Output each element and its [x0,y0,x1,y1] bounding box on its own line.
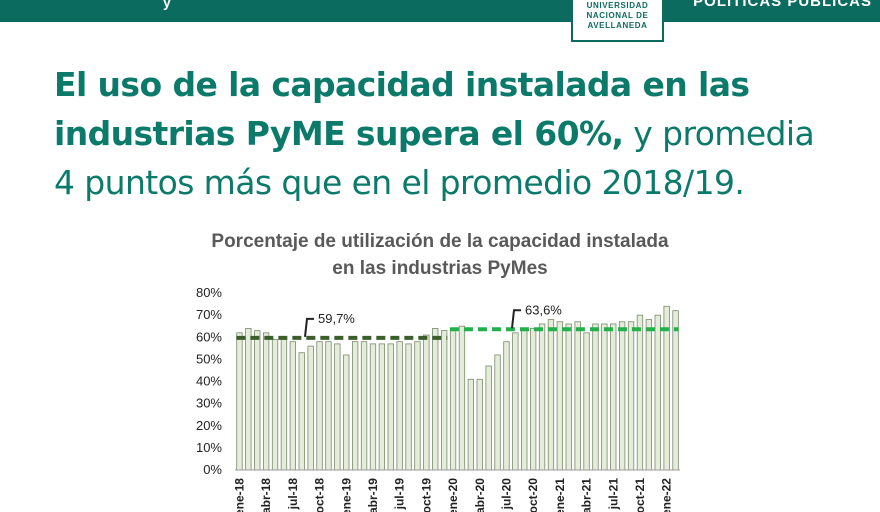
average-label-connector [304,317,314,338]
bar [360,341,368,471]
bar [298,352,305,471]
bar [414,341,421,471]
x-tick-label: oct-20 [526,478,540,512]
bar [601,323,608,471]
bar [396,341,403,471]
y-tick-label: 40% [196,374,222,389]
bar [432,328,439,471]
bar [476,378,483,471]
bar [458,325,466,471]
section-label: POLÍTICAS PÚBLICAS [693,0,872,10]
average-label: 63,6% [525,302,562,317]
y-tick-label: 60% [196,329,222,344]
bar [529,328,537,471]
x-tick-label: ene-19 [339,478,353,512]
bar [645,319,653,471]
bar [467,378,475,471]
bar [254,330,261,471]
x-tick-label: abr-21 [580,478,594,512]
bar [280,339,288,471]
bar [316,341,323,471]
x-tick-label: ene-18 [232,478,246,512]
x-tick-label: jul-20 [499,478,513,511]
bar [627,321,635,471]
x-tick-label: jul-21 [606,478,620,511]
bar [654,314,661,471]
y-tick-label: 50% [196,351,222,366]
headline-line-1: El uso de la capacidad instalada en las [54,65,750,104]
bar [547,319,555,471]
average-label: 59,7% [318,311,355,326]
bar [583,332,590,471]
logo-line-3: AVELLANEDA [587,21,648,30]
bar [565,323,572,471]
bar [307,345,314,471]
x-tick-label: jul-18 [286,478,300,511]
logo-line-2: NACIONAL DE [586,11,649,20]
bar [343,354,350,471]
chart-title: Porcentaje de utilización de la capacida… [211,231,669,279]
average-label-connector [511,309,521,329]
bar [440,330,448,471]
bar [503,341,510,471]
y-tick-label: 30% [196,396,222,411]
bar [423,334,430,471]
y-tick-label: 0% [203,462,222,477]
bar [521,330,528,471]
bar [485,365,492,471]
bar [351,341,359,471]
bar [334,343,341,471]
bar [369,343,377,471]
logo-line-1: UNIVERSIDAD [586,1,649,10]
bar [512,332,519,471]
bar [610,323,617,471]
x-tick-label: ene-22 [660,478,674,512]
headline-line-2-bold: industrias PyME supera el 60%, [54,114,624,153]
bar [494,354,501,471]
university-logo: UNIVERSIDAD NACIONAL DE AVELLANEDA [571,0,664,42]
x-tick-label: oct-21 [633,478,647,512]
y-tick-label: 10% [196,440,222,455]
header-left-fragment: y [163,0,171,10]
bar [236,332,243,471]
bar [378,343,386,471]
headline-line-2-light: y promedia [623,114,815,153]
bar [262,332,270,471]
bar [538,323,546,471]
x-tick-label: ene-20 [446,478,460,512]
bar-chart: 0% 10% 20% 30% 40% 50% 60% 70% 80% ene-18 abr-18 ju… [196,285,680,512]
x-tick-label: ene-21 [553,478,567,512]
bar [618,321,626,471]
bar [449,328,457,471]
bar [289,341,297,471]
bar [672,310,679,471]
headline: El uso de la capacidad instalada en las … [54,60,864,207]
top-header-bar: y POLÍTICAS PÚBLICAS [0,0,880,22]
bar [405,343,412,471]
bar [592,323,599,471]
bar [245,328,252,471]
y-tick-label: 70% [196,307,222,322]
bar [574,321,581,471]
x-tick-label: abr-18 [259,478,273,512]
bar [556,321,564,471]
x-tick-label: abr-19 [366,478,380,512]
bar [636,314,644,471]
bar [325,341,332,471]
y-tick-label: 80% [196,285,222,300]
x-tick-label: oct-19 [419,478,433,512]
x-tick-label: abr-20 [473,478,487,512]
bar [271,339,279,471]
x-tick-label: oct-18 [313,478,327,512]
bar [387,343,394,471]
y-tick-label: 20% [196,418,222,433]
headline-line-3: 4 puntos más que en el promedio 2018/19. [54,163,745,202]
x-tick-label: jul-19 [393,478,407,511]
